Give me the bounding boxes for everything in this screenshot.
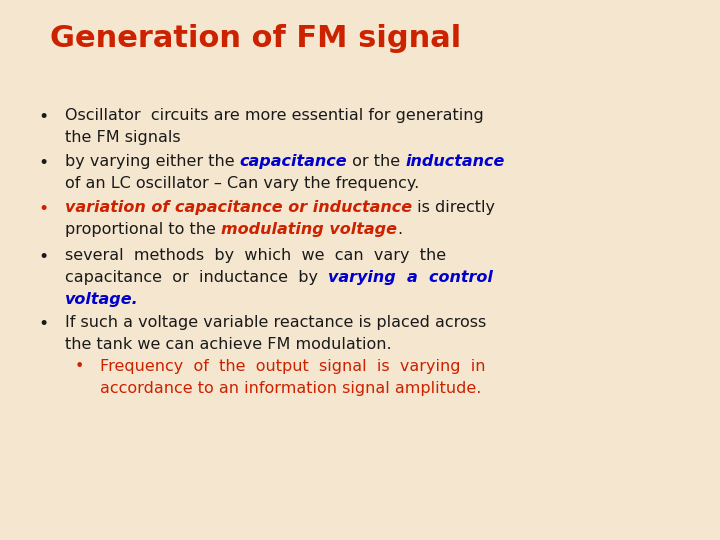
Text: •: • xyxy=(38,154,48,172)
Text: proportional to the: proportional to the xyxy=(65,222,221,237)
Text: •: • xyxy=(38,248,48,266)
Text: If such a voltage variable reactance is placed across: If such a voltage variable reactance is … xyxy=(65,315,486,330)
Text: .: . xyxy=(397,222,402,237)
Text: modulating voltage: modulating voltage xyxy=(221,222,397,237)
Text: several  methods  by  which  we  can  vary  the: several methods by which we can vary the xyxy=(65,248,446,263)
Text: voltage.: voltage. xyxy=(65,292,139,307)
Text: variation of capacitance or inductance: variation of capacitance or inductance xyxy=(65,200,412,215)
Text: •: • xyxy=(75,359,84,374)
Text: inductance: inductance xyxy=(405,154,505,169)
Text: the FM signals: the FM signals xyxy=(65,130,181,145)
Text: Generation of FM signal: Generation of FM signal xyxy=(50,24,462,53)
Text: Oscillator  circuits are more essential for generating: Oscillator circuits are more essential f… xyxy=(65,108,484,123)
Text: •: • xyxy=(38,315,48,333)
Text: or the: or the xyxy=(347,154,405,169)
Text: the tank we can achieve FM modulation.: the tank we can achieve FM modulation. xyxy=(65,337,392,352)
Text: is directly: is directly xyxy=(412,200,495,215)
Text: accordance to an information signal amplitude.: accordance to an information signal ampl… xyxy=(100,381,482,396)
Text: •: • xyxy=(38,200,48,218)
Text: capacitance: capacitance xyxy=(240,154,347,169)
Text: •: • xyxy=(38,108,48,126)
Text: capacitance  or  inductance  by: capacitance or inductance by xyxy=(65,270,328,285)
Text: of an LC oscillator – Can vary the frequency.: of an LC oscillator – Can vary the frequ… xyxy=(65,176,419,191)
Text: by varying either the: by varying either the xyxy=(65,154,240,169)
Text: varying  a  control: varying a control xyxy=(328,270,493,285)
Text: Frequency  of  the  output  signal  is  varying  in: Frequency of the output signal is varyin… xyxy=(100,359,485,374)
